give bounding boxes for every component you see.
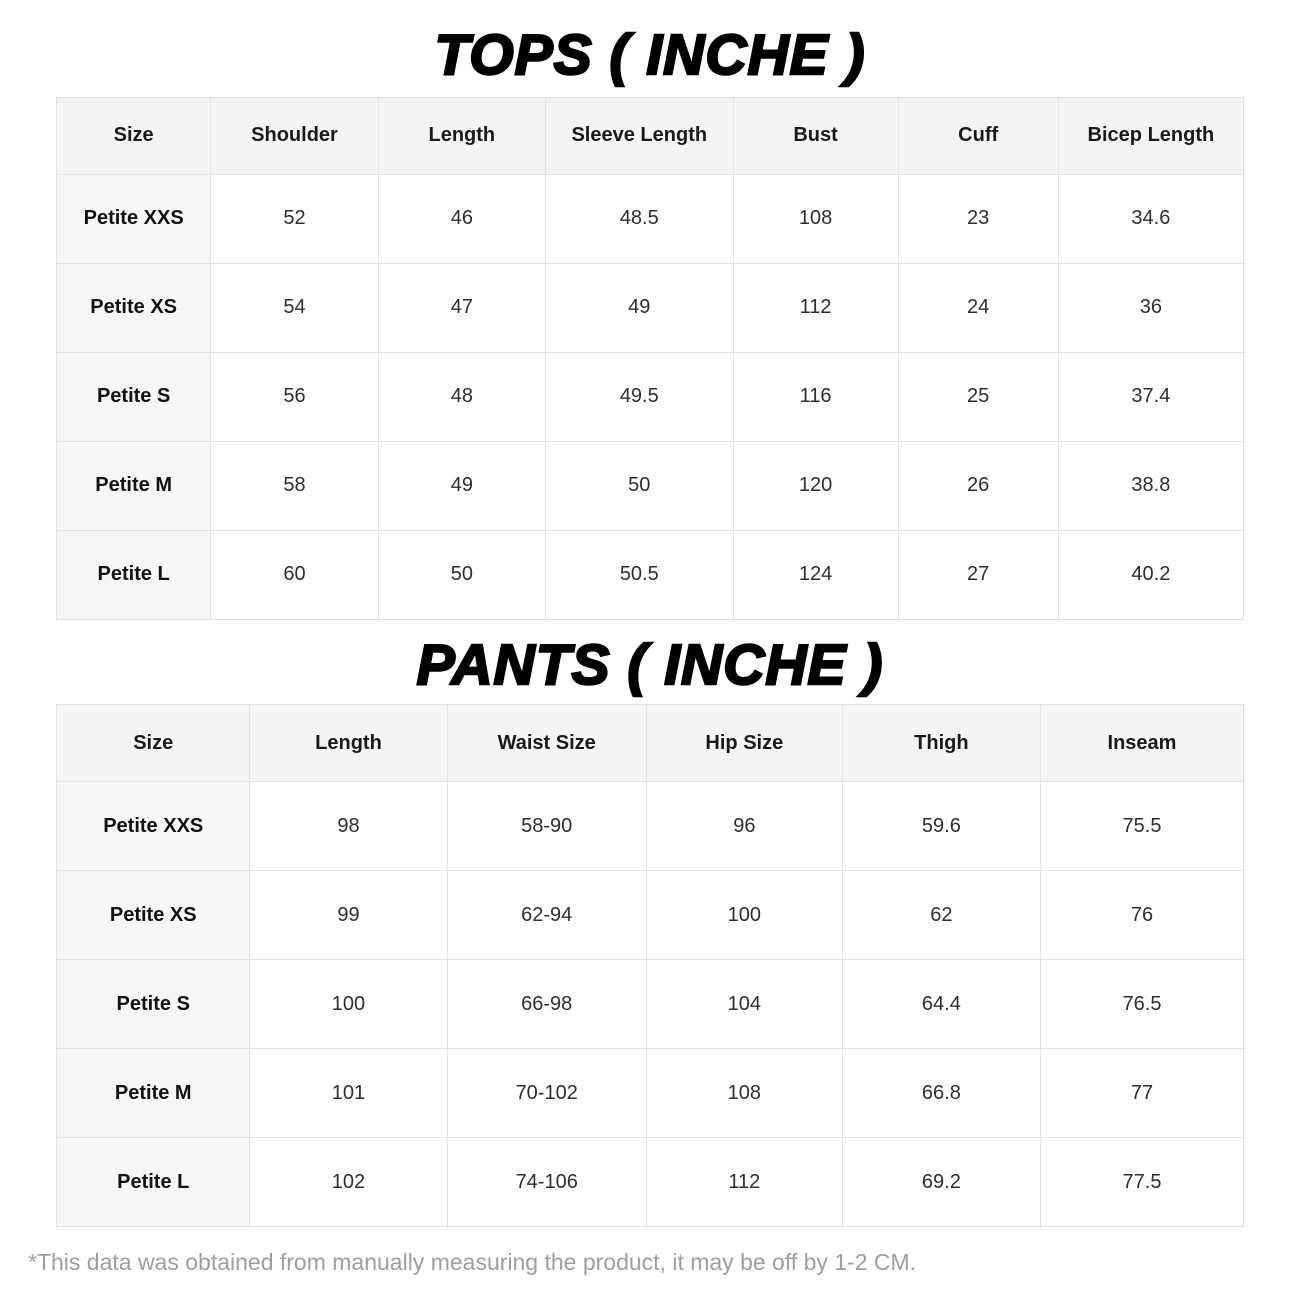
tops-header-shoulder: Shoulder [210, 96, 379, 175]
value-cell: 116 [732, 351, 899, 442]
value-cell: 98 [249, 781, 448, 872]
tops-table: Size Shoulder Length Sleeve Length Bust … [55, 96, 1245, 620]
table-row: Petite XS 54 47 49 112 24 36 [55, 262, 1245, 353]
value-cell: 66-98 [446, 959, 647, 1050]
pants-title: PANTS ( INCHE ) [415, 632, 884, 697]
table-row: Petite L 102 74-106 112 69.2 77.5 [55, 1137, 1245, 1228]
value-cell: 62 [841, 870, 1041, 961]
measurement-disclaimer: *This data was obtained from manually me… [28, 1249, 917, 1276]
value-cell: 48.5 [545, 173, 734, 264]
pants-header-thigh: Thigh [841, 704, 1041, 783]
value-cell: 59.6 [841, 781, 1041, 872]
table-row: Petite XXS 52 46 48.5 108 23 34.6 [55, 173, 1245, 264]
value-cell: 108 [645, 1048, 843, 1139]
value-cell: 56 [210, 351, 379, 442]
pants-header-row: Size Length Waist Size Hip Size Thigh In… [55, 704, 1245, 783]
value-cell: 47 [377, 262, 547, 353]
pants-header-length: Length [249, 704, 448, 783]
value-cell: 26 [897, 440, 1059, 531]
value-cell: 77 [1039, 1048, 1245, 1139]
value-cell: 49.5 [545, 351, 734, 442]
value-cell: 64.4 [841, 959, 1041, 1050]
tops-header-bicep-length: Bicep Length [1057, 96, 1245, 175]
tops-header-cuff: Cuff [897, 96, 1059, 175]
table-row: Petite S 56 48 49.5 116 25 37.4 [55, 351, 1245, 442]
value-cell: 25 [897, 351, 1059, 442]
size-cell: Petite XS [55, 262, 212, 353]
tops-header-bust: Bust [732, 96, 899, 175]
size-cell: Petite M [55, 440, 212, 531]
size-cell: Petite M [55, 1048, 251, 1139]
value-cell: 34.6 [1057, 173, 1245, 264]
value-cell: 38.8 [1057, 440, 1245, 531]
value-cell: 66.8 [841, 1048, 1041, 1139]
value-cell: 102 [249, 1137, 448, 1228]
value-cell: 46 [377, 173, 547, 264]
value-cell: 76 [1039, 870, 1245, 961]
value-cell: 76.5 [1039, 959, 1245, 1050]
size-cell: Petite S [55, 959, 251, 1050]
tops-header-sleeve-length: Sleeve Length [545, 96, 734, 175]
value-cell: 101 [249, 1048, 448, 1139]
value-cell: 49 [377, 440, 547, 531]
value-cell: 60 [210, 529, 379, 620]
size-cell: Petite S [55, 351, 212, 442]
value-cell: 49 [545, 262, 734, 353]
pants-table: Size Length Waist Size Hip Size Thigh In… [55, 704, 1245, 1228]
table-row: Petite XXS 98 58-90 96 59.6 75.5 [55, 781, 1245, 872]
value-cell: 52 [210, 173, 379, 264]
value-cell: 58-90 [446, 781, 647, 872]
table-row: Petite S 100 66-98 104 64.4 76.5 [55, 959, 1245, 1050]
value-cell: 27 [897, 529, 1059, 620]
value-cell: 100 [645, 870, 843, 961]
value-cell: 23 [897, 173, 1059, 264]
value-cell: 70-102 [446, 1048, 647, 1139]
size-cell: Petite L [55, 1137, 251, 1228]
table-row: Petite M 101 70-102 108 66.8 77 [55, 1048, 1245, 1139]
value-cell: 99 [249, 870, 448, 961]
pants-header-inseam: Inseam [1039, 704, 1245, 783]
pants-header-waist-size: Waist Size [446, 704, 647, 783]
value-cell: 112 [645, 1137, 843, 1228]
value-cell: 36 [1057, 262, 1245, 353]
tops-title: TOPS ( INCHE ) [433, 23, 866, 88]
value-cell: 108 [732, 173, 899, 264]
value-cell: 69.2 [841, 1137, 1041, 1228]
size-cell: Petite XS [55, 870, 251, 961]
size-cell: Petite XXS [55, 173, 212, 264]
value-cell: 75.5 [1039, 781, 1245, 872]
value-cell: 48 [377, 351, 547, 442]
tops-header-length: Length [377, 96, 547, 175]
value-cell: 77.5 [1039, 1137, 1245, 1228]
pants-header-size: Size [55, 704, 251, 783]
value-cell: 124 [732, 529, 899, 620]
value-cell: 50.5 [545, 529, 734, 620]
pants-header-hip-size: Hip Size [645, 704, 843, 783]
size-cell: Petite L [55, 529, 212, 620]
tops-header-size: Size [55, 96, 212, 175]
table-row: Petite M 58 49 50 120 26 38.8 [55, 440, 1245, 531]
value-cell: 74-106 [446, 1137, 647, 1228]
value-cell: 50 [377, 529, 547, 620]
value-cell: 37.4 [1057, 351, 1245, 442]
value-cell: 104 [645, 959, 843, 1050]
tops-header-row: Size Shoulder Length Sleeve Length Bust … [55, 96, 1245, 175]
table-row: Petite L 60 50 50.5 124 27 40.2 [55, 529, 1245, 620]
value-cell: 58 [210, 440, 379, 531]
value-cell: 96 [645, 781, 843, 872]
value-cell: 24 [897, 262, 1059, 353]
value-cell: 50 [545, 440, 734, 531]
value-cell: 54 [210, 262, 379, 353]
value-cell: 40.2 [1057, 529, 1245, 620]
value-cell: 100 [249, 959, 448, 1050]
size-cell: Petite XXS [55, 781, 251, 872]
value-cell: 120 [732, 440, 899, 531]
value-cell: 112 [732, 262, 899, 353]
value-cell: 62-94 [446, 870, 647, 961]
table-row: Petite XS 99 62-94 100 62 76 [55, 870, 1245, 961]
